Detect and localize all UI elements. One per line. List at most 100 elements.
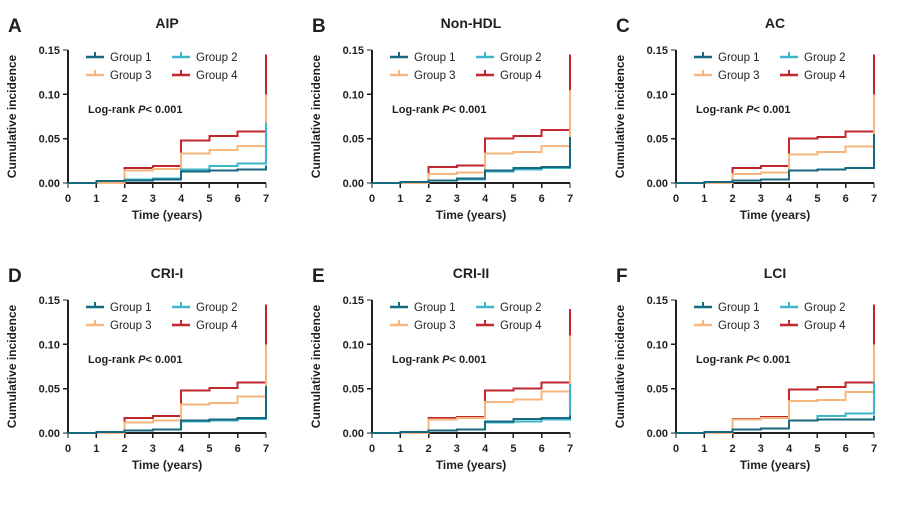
legend-item-group-4: Group 4 [172, 320, 238, 332]
x-tick-label: 7 [567, 443, 573, 455]
x-tick-label: 4 [786, 443, 793, 455]
chart-AC: C AC 0.00 0.05 0.10 0.15 0 1 2 3 4 5 6 7 Time (years) C… [613, 15, 877, 222]
x-tick-label: 4 [178, 443, 185, 455]
legend-label: Group 3 [110, 70, 152, 82]
x-tick-label: 0 [65, 193, 71, 205]
x-tick-label: 4 [178, 193, 185, 205]
panel-letter: F [616, 266, 628, 287]
y-tick-label: 0.00 [343, 178, 364, 190]
chart-LCI: F LCI 0.00 0.05 0.10 0.15 0 1 2 3 4 5 6 7 Time (years)… [613, 265, 877, 472]
x-tick-label: 0 [65, 443, 71, 455]
y-tick-label: 0.10 [343, 89, 364, 101]
legend-label: Group 1 [718, 52, 760, 64]
y-tick-label: 0.15 [647, 45, 668, 57]
y-tick-label: 0.05 [647, 384, 668, 396]
legend-label: Group 2 [804, 52, 846, 64]
x-axis-label: Time (years) [740, 458, 810, 472]
x-tick-label: 5 [206, 193, 212, 205]
y-axis-label: Cumulative incidence [5, 304, 19, 428]
x-tick-label: 3 [758, 193, 764, 205]
x-tick-label: 6 [539, 443, 545, 455]
legend-item-group-1: Group 1 [694, 52, 760, 64]
y-tick-label: 0.10 [39, 339, 60, 351]
x-tick-label: 7 [263, 193, 269, 205]
legend-label: Group 4 [196, 70, 238, 82]
legend-label: Group 3 [110, 320, 152, 332]
chart-AIP: A AIP 0.00 0.05 0.10 0.15 0 1 2 3 4 5 6 7 Time (years)… [5, 15, 269, 222]
y-tick-label: 0.00 [39, 428, 60, 440]
legend-label: Group 2 [500, 52, 542, 64]
x-axis-label: Time (years) [132, 458, 202, 472]
panel-title: Non-HDL [441, 15, 502, 31]
y-tick-label: 0.10 [647, 339, 668, 351]
panel-title: AIP [155, 15, 178, 31]
x-tick-label: 6 [235, 193, 241, 205]
logrank-annotation: Log-rank P< 0.001 [392, 354, 486, 366]
legend-label: Group 4 [500, 320, 542, 332]
legend-item-group-3: Group 3 [694, 70, 760, 82]
y-axis-label: Cumulative incidence [613, 54, 627, 178]
legend-item-group-4: Group 4 [780, 320, 846, 332]
x-tick-label: 2 [426, 443, 432, 455]
legend-label: Group 3 [414, 320, 456, 332]
panel-letter: C [616, 16, 630, 37]
x-tick-label: 0 [673, 443, 679, 455]
curve-group-2 [676, 138, 875, 184]
legend-label: Group 3 [718, 320, 760, 332]
x-tick-label: 6 [843, 193, 849, 205]
y-axis-label: Cumulative incidence [5, 54, 19, 178]
legend-item-group-1: Group 1 [86, 52, 152, 64]
legend-item-group-3: Group 3 [86, 70, 152, 82]
legend-item-group-3: Group 3 [390, 70, 456, 82]
legend-item-group-3: Group 3 [86, 320, 152, 332]
panel-title: CRI-I [151, 265, 184, 281]
x-tick-label: 1 [397, 193, 403, 205]
panel-C: C AC 0.00 0.05 0.10 0.15 0 1 2 3 4 5 6 7 Time (years) C… [608, 0, 912, 250]
panel-F: F LCI 0.00 0.05 0.10 0.15 0 1 2 3 4 5 6 7 Time (years)… [608, 250, 912, 500]
logrank-annotation: Log-rank P< 0.001 [696, 104, 790, 116]
y-axis-label: Cumulative incidence [309, 304, 323, 428]
legend-label: Group 1 [110, 52, 152, 64]
legend-item-group-2: Group 2 [172, 302, 238, 314]
legend-label: Group 3 [718, 70, 760, 82]
panel-title: LCI [764, 265, 787, 281]
legend-item-group-1: Group 1 [86, 302, 152, 314]
x-tick-label: 5 [206, 443, 212, 455]
x-axis-label: Time (years) [436, 208, 506, 222]
x-axis-label: Time (years) [740, 208, 810, 222]
panel-letter: B [312, 16, 326, 37]
y-tick-label: 0.10 [39, 89, 60, 101]
logrank-annotation: Log-rank P< 0.001 [392, 104, 486, 116]
logrank-annotation: Log-rank P< 0.001 [88, 354, 182, 366]
x-tick-label: 1 [397, 443, 403, 455]
y-axis-label: Cumulative incidence [613, 304, 627, 428]
y-tick-label: 0.10 [647, 89, 668, 101]
curve-group-2 [676, 381, 875, 434]
x-tick-label: 1 [93, 443, 99, 455]
legend-label: Group 2 [804, 302, 846, 314]
legend-label: Group 1 [718, 302, 760, 314]
x-tick-label: 0 [369, 443, 375, 455]
y-tick-label: 0.00 [647, 178, 668, 190]
y-tick-label: 0.00 [343, 428, 364, 440]
y-tick-label: 0.05 [39, 384, 60, 396]
y-tick-label: 0.05 [343, 384, 364, 396]
x-tick-label: 6 [843, 443, 849, 455]
panel-E: E CRI-II 0.00 0.05 0.10 0.15 0 1 2 3 4 5 6 7 Time (yea… [304, 250, 608, 500]
y-tick-label: 0.15 [343, 45, 364, 57]
x-axis-label: Time (years) [436, 458, 506, 472]
legend-label: Group 3 [414, 70, 456, 82]
x-tick-label: 1 [701, 443, 707, 455]
legend-item-group-2: Group 2 [476, 302, 542, 314]
y-tick-label: 0.15 [343, 295, 364, 307]
legend-item-group-4: Group 4 [476, 320, 542, 332]
x-tick-label: 3 [150, 193, 156, 205]
x-tick-label: 0 [673, 193, 679, 205]
legend-label: Group 4 [196, 320, 238, 332]
curve-group-2 [68, 122, 267, 184]
x-tick-label: 4 [482, 443, 489, 455]
panel-title: AC [765, 15, 785, 31]
y-tick-label: 0.00 [39, 178, 60, 190]
legend-label: Group 4 [804, 70, 846, 82]
y-tick-label: 0.15 [647, 295, 668, 307]
